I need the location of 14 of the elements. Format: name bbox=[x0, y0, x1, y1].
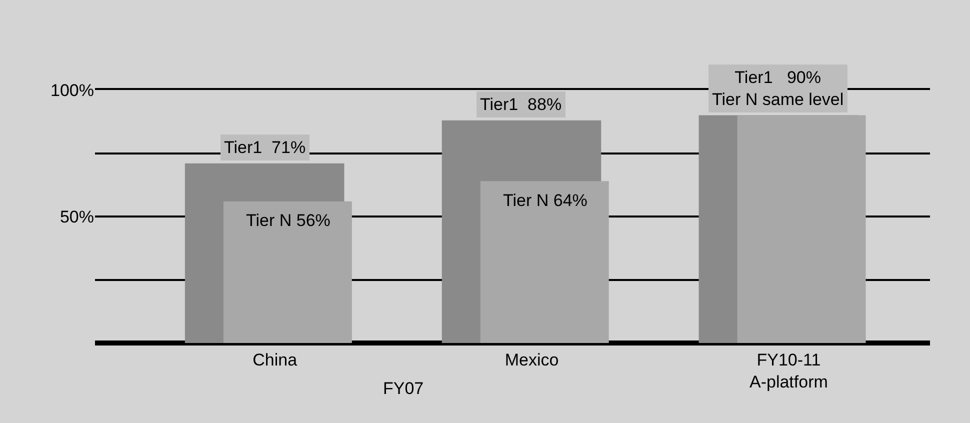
bar bbox=[480, 181, 609, 343]
bar bbox=[223, 201, 352, 343]
x-tick-label: China bbox=[252, 350, 298, 370]
data-label: Tier N 56% bbox=[246, 211, 330, 230]
text: FY07 bbox=[383, 379, 424, 398]
data-label: Tier1 88% bbox=[480, 95, 562, 114]
bar bbox=[737, 115, 866, 343]
x-tick-label: Mexico bbox=[504, 350, 559, 370]
y-tick-label: 100% bbox=[50, 80, 94, 100]
data-label: Tier1 71% bbox=[224, 138, 306, 157]
data-label: Tier1 90% Tier N same level bbox=[712, 68, 844, 110]
y-tick-label: 50% bbox=[60, 207, 94, 226]
x-tick-label: FY10-11 A-platform bbox=[749, 350, 828, 392]
data-label: Tier N 64% bbox=[503, 191, 588, 210]
